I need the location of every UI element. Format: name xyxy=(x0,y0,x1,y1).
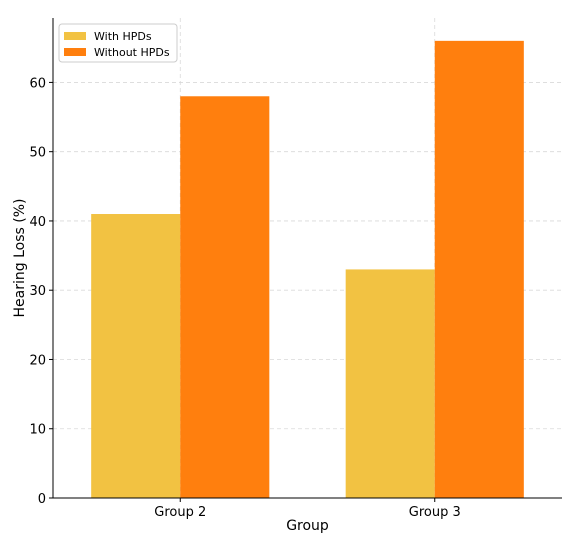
y-tick-label: 30 xyxy=(29,284,46,299)
y-tick-label: 0 xyxy=(38,492,46,507)
bar-with-hpds xyxy=(345,269,435,498)
y-ticks: 0 10 20 30 40 50 60 xyxy=(29,76,53,507)
bar-without-hpds xyxy=(434,40,524,498)
axes xyxy=(52,18,562,499)
legend-frame xyxy=(58,23,178,63)
y-axis-label: Hearing Loss (%) xyxy=(12,199,28,318)
bar-without-hpds xyxy=(180,96,270,498)
bars xyxy=(91,40,524,498)
y-tick-label: 40 xyxy=(29,215,46,230)
y-tick-label: 20 xyxy=(29,353,46,368)
x-ticks: Group 2 Group 3 xyxy=(154,498,461,520)
legend-swatch-with-hpds xyxy=(64,32,86,40)
y-tick-label: 50 xyxy=(29,146,46,161)
y-tick-label: 10 xyxy=(29,423,46,438)
legend: With HPDs Without HPDs xyxy=(58,23,178,63)
y-tick-label: 60 xyxy=(29,76,46,91)
x-tick-label: Group 3 xyxy=(409,505,461,520)
x-tick-label: Group 2 xyxy=(154,505,206,520)
legend-swatch-without-hpds xyxy=(64,48,86,56)
x-axis-label: Group xyxy=(286,518,329,534)
legend-label-with-hpds: With HPDs xyxy=(94,30,152,43)
legend-label-without-hpds: Without HPDs xyxy=(94,46,170,59)
bar-with-hpds xyxy=(91,214,181,498)
